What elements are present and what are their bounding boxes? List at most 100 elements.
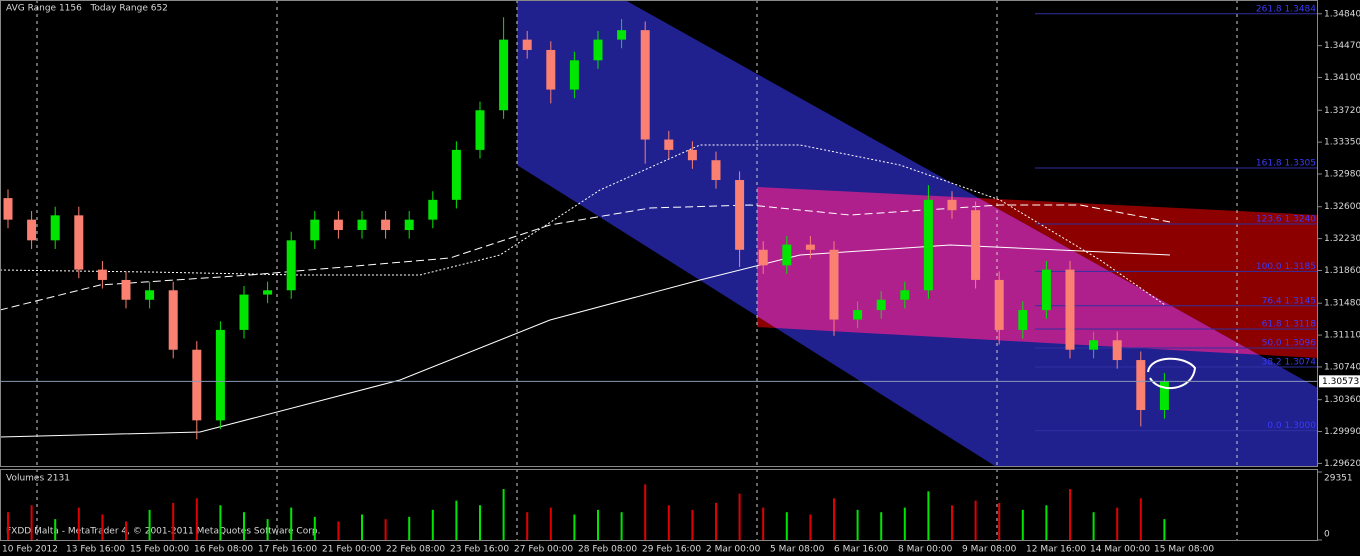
volume-bar [1021, 509, 1024, 540]
fib-label: 38.2 1.3074 [1262, 357, 1317, 367]
candle-body [522, 39, 532, 50]
time-label: 23 Feb 16:00 [450, 545, 509, 555]
y-tick-label: 1.33350 [1324, 138, 1360, 148]
volume-bar [762, 507, 765, 540]
candle-body [947, 199, 957, 211]
time-label: 10 Feb 2012 [2, 545, 58, 555]
y-tick-label: 1.34100 [1324, 73, 1360, 83]
candle-body [97, 269, 107, 280]
time-label: 22 Feb 08:00 [386, 545, 445, 555]
volume-bar [1163, 519, 1166, 540]
volume-bar [597, 509, 599, 540]
candle-body [758, 249, 768, 266]
volume-bar [7, 512, 9, 540]
y-tick-label: 1.29990 [1324, 427, 1360, 437]
y-tick-label: 1.34840 [1324, 9, 1360, 19]
candle-body [664, 139, 674, 150]
y-tick-label: 1.31480 [1324, 299, 1360, 309]
candle-body [404, 219, 414, 230]
volume-bar [809, 514, 812, 540]
range-info: AVG Range 1156 Today Range 652 [6, 4, 168, 14]
volume-bar [502, 489, 505, 540]
candle-body [451, 149, 461, 200]
volume-bar [1069, 489, 1071, 540]
candle-body [829, 249, 839, 320]
candle-body [381, 219, 391, 230]
candle-body [853, 310, 863, 320]
time-label: 17 Feb 16:00 [258, 545, 317, 555]
volume-bar [667, 505, 670, 540]
candle-body [145, 290, 155, 300]
time-label: 27 Feb 00:00 [514, 545, 573, 555]
fib-label: 61.8 1.3118 [1262, 320, 1317, 330]
volume-bar [77, 507, 80, 540]
volume-bar [927, 491, 930, 540]
volume-bar [644, 484, 647, 540]
time-label: 2 Mar 00:00 [706, 545, 761, 555]
time-label: 15 Feb 00:00 [130, 545, 189, 555]
candle-body [711, 160, 721, 181]
volume-bar [337, 521, 340, 540]
footnote: FXDD Malta - MetaTrader 4, © 2001-2011 M… [6, 527, 321, 537]
volume-tick-label: 29351 [1324, 474, 1353, 484]
volume-title: Volumes 2131 [6, 474, 70, 484]
candle-body [1089, 340, 1099, 350]
time-label: 29 Feb 16:00 [642, 545, 701, 555]
candle-body [333, 219, 343, 230]
candle-body [687, 149, 697, 161]
volume-bar [431, 509, 434, 540]
y-tick-label: 1.33720 [1324, 106, 1360, 116]
fib-label: 261.8 1.3484 [1256, 4, 1316, 14]
volume-panel-border [0, 469, 1318, 541]
volume-bar [290, 507, 293, 540]
volume-bar [172, 502, 175, 540]
fib-label: 76.4 1.3145 [1262, 296, 1316, 306]
candle-body [286, 240, 296, 291]
candle-body [546, 49, 556, 90]
time-label: 14 Mar 00:00 [1090, 545, 1150, 555]
y-tick-label: 1.31860 [1324, 266, 1360, 276]
candle-body [263, 290, 273, 295]
volume-bar [903, 507, 906, 540]
candle-body [593, 39, 603, 61]
time-label: 21 Feb 00:00 [322, 545, 381, 555]
y-tick-label: 1.31110 [1324, 331, 1360, 341]
fib-label: 0.0 1.3000 [1267, 421, 1316, 431]
candle-body [569, 60, 579, 90]
y-tick-label: 1.29620 [1324, 459, 1360, 469]
current-price-box [1319, 375, 1360, 388]
candle-body [428, 199, 438, 220]
candle-body [357, 219, 367, 230]
volume-bar [715, 502, 717, 540]
y-tick-label: 1.32230 [1324, 234, 1360, 244]
volume-bar [620, 512, 623, 540]
candle-body [239, 294, 249, 330]
candle-body [1136, 360, 1146, 411]
candle-body [1065, 269, 1075, 350]
volume-bar [856, 509, 859, 540]
candle-body [876, 299, 886, 311]
volume-bar [1116, 507, 1119, 540]
volume-bar [880, 512, 883, 540]
volume-bar [691, 509, 694, 540]
fib-label: 161.8 1.3305 [1256, 158, 1316, 168]
candle-body [805, 244, 815, 250]
candle-body [74, 215, 84, 270]
volume-bar [361, 514, 363, 540]
current-price-label: 1.30573 [1322, 377, 1359, 387]
time-label: 15 Mar 08:00 [1154, 545, 1214, 555]
y-tick-label: 1.32600 [1324, 202, 1360, 212]
candle-body [1041, 269, 1051, 311]
volume-bar [1045, 505, 1048, 540]
volume-bar [30, 505, 33, 540]
time-grid [36, 0, 1238, 540]
candle-body [168, 290, 178, 350]
volume-bar [479, 505, 481, 540]
y-tick-label: 1.30740 [1324, 362, 1360, 372]
fib-label: 100.0 1.3185 [1256, 262, 1316, 272]
candle-body [3, 198, 13, 220]
candle-body [215, 329, 225, 421]
candle-body [499, 39, 509, 111]
candle-body [1112, 340, 1122, 361]
